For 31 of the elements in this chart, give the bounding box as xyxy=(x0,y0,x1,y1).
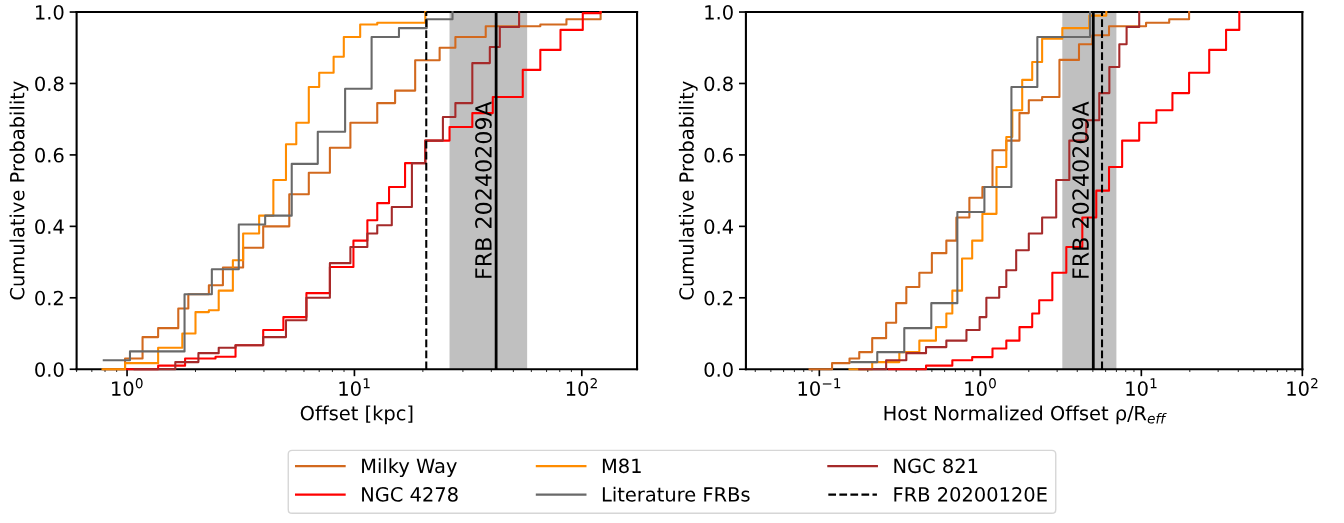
x-tick-label: 10$^{0}$ xyxy=(965,378,996,396)
ref-line-label: FRB 20240209A xyxy=(1072,101,1089,278)
y-tick-label: 0.2 xyxy=(35,290,63,306)
y-tick-label: 0.4 xyxy=(35,219,64,235)
x-tick-label: 10$^{1}$ xyxy=(1126,378,1157,396)
y-tick-label: 0.8 xyxy=(35,76,64,92)
y-tick-label: 0.0 xyxy=(35,362,64,377)
y-axis-title: Cumulative Probability xyxy=(678,81,698,300)
y-tick-label: 0.6 xyxy=(35,147,64,163)
y-tick-label: 0.2 xyxy=(704,290,733,306)
legend-label: NGC 821 xyxy=(894,458,978,474)
x-tick-label: 10$^{−1}$ xyxy=(798,378,841,396)
x-axis-title: Offset [kpc] xyxy=(300,405,413,425)
legend-label: M81 xyxy=(602,458,641,474)
y-tick-label: 1.0 xyxy=(36,4,64,20)
legend-label: NGC 4278 xyxy=(362,487,458,502)
y-axis-title: Cumulative Probability xyxy=(9,81,29,300)
x-tick-label: 10$^{2}$ xyxy=(1287,378,1318,396)
x-tick-label: 10$^{0}$ xyxy=(112,378,143,396)
ref-line-label: FRB 20240209A xyxy=(475,101,492,278)
y-tick-label: 0.0 xyxy=(704,362,733,377)
y-tick-label: 1.0 xyxy=(705,4,733,20)
legend-label: Milky Way xyxy=(362,458,457,477)
y-tick-label: 0.8 xyxy=(704,76,733,92)
x-axis-title: Host Normalized Offset ρ/R$_{eff}$ xyxy=(884,405,1167,425)
x-tick-label: 10$^{2}$ xyxy=(566,378,597,396)
x-tick-label: 10$^{1}$ xyxy=(339,378,370,396)
y-tick-label: 0.4 xyxy=(704,219,734,235)
legend-label: Literature FRBs xyxy=(602,486,750,502)
y-tick-label: 0.6 xyxy=(704,147,733,163)
legend-label: FRB 20200120E xyxy=(894,487,1047,502)
